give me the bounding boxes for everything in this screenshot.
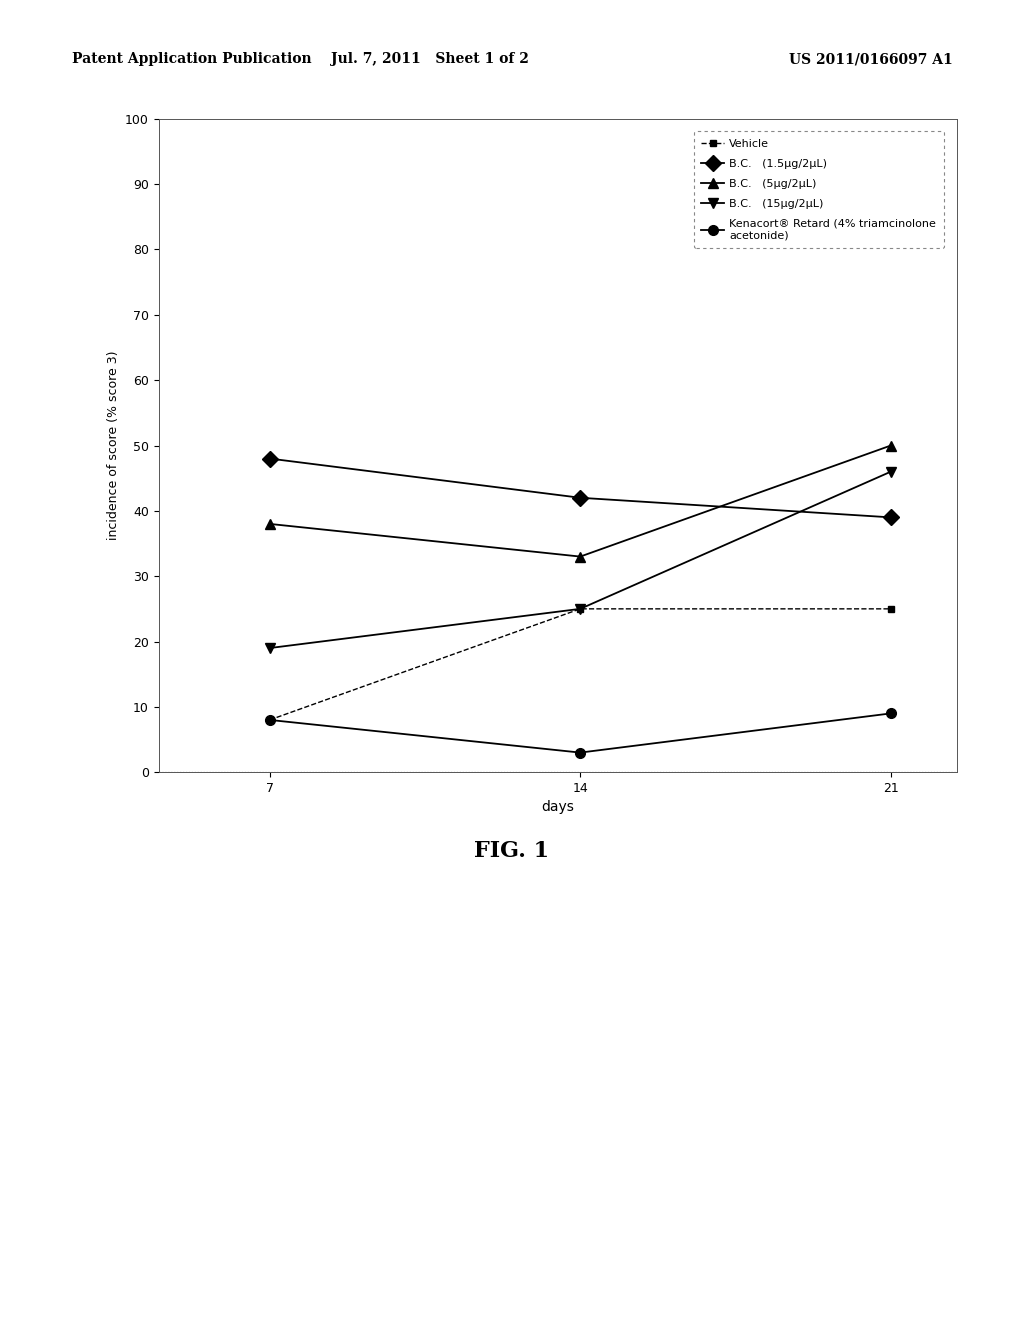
- --■-- Vehicle: [263, 711, 275, 727]
- Kenacort® Retard (4% triamcinolone
acetonide): [574, 744, 587, 760]
- Y-axis label: incidence of score (% score 3): incidence of score (% score 3): [106, 351, 120, 540]
- Line: B.C.   (1.5μg/2μL): B.C. (1.5μg/2μL): [264, 453, 896, 523]
- Text: FIG. 1: FIG. 1: [474, 841, 550, 862]
- B.C.   (1.5μg/2μL): [885, 510, 897, 525]
- Line: --■-- Vehicle: --■-- Vehicle: [266, 606, 894, 723]
- Kenacort® Retard (4% triamcinolone
acetonide): [263, 711, 275, 727]
- B.C.   (15μg/2μL): [885, 463, 897, 479]
- Line: Kenacort® Retard (4% triamcinolone
acetonide): Kenacort® Retard (4% triamcinolone aceto…: [265, 709, 896, 758]
- Text: Patent Application Publication: Patent Application Publication: [72, 53, 311, 66]
- B.C.   (1.5μg/2μL): [574, 490, 587, 506]
- B.C.   (5μg/2μL): [574, 549, 587, 565]
- B.C.   (5μg/2μL): [885, 438, 897, 454]
- Legend: Vehicle, B.C.   (1.5μg/2μL), B.C.   (5μg/2μL), B.C.   (15μg/2μL), Kenacort® Reta: Vehicle, B.C. (1.5μg/2μL), B.C. (5μg/2μL…: [693, 131, 944, 248]
- X-axis label: days: days: [542, 800, 574, 814]
- --■-- Vehicle: [885, 601, 897, 616]
- Line: B.C.   (15μg/2μL): B.C. (15μg/2μL): [265, 467, 896, 653]
- Kenacort® Retard (4% triamcinolone
acetonide): [885, 705, 897, 721]
- Text: Jul. 7, 2011   Sheet 1 of 2: Jul. 7, 2011 Sheet 1 of 2: [331, 53, 529, 66]
- B.C.   (1.5μg/2μL): [263, 450, 275, 466]
- Text: US 2011/0166097 A1: US 2011/0166097 A1: [788, 53, 952, 66]
- Line: B.C.   (5μg/2μL): B.C. (5μg/2μL): [265, 441, 896, 561]
- --■-- Vehicle: [574, 601, 587, 616]
- B.C.   (15μg/2μL): [263, 640, 275, 656]
- B.C.   (5μg/2μL): [263, 516, 275, 532]
- B.C.   (15μg/2μL): [574, 601, 587, 616]
